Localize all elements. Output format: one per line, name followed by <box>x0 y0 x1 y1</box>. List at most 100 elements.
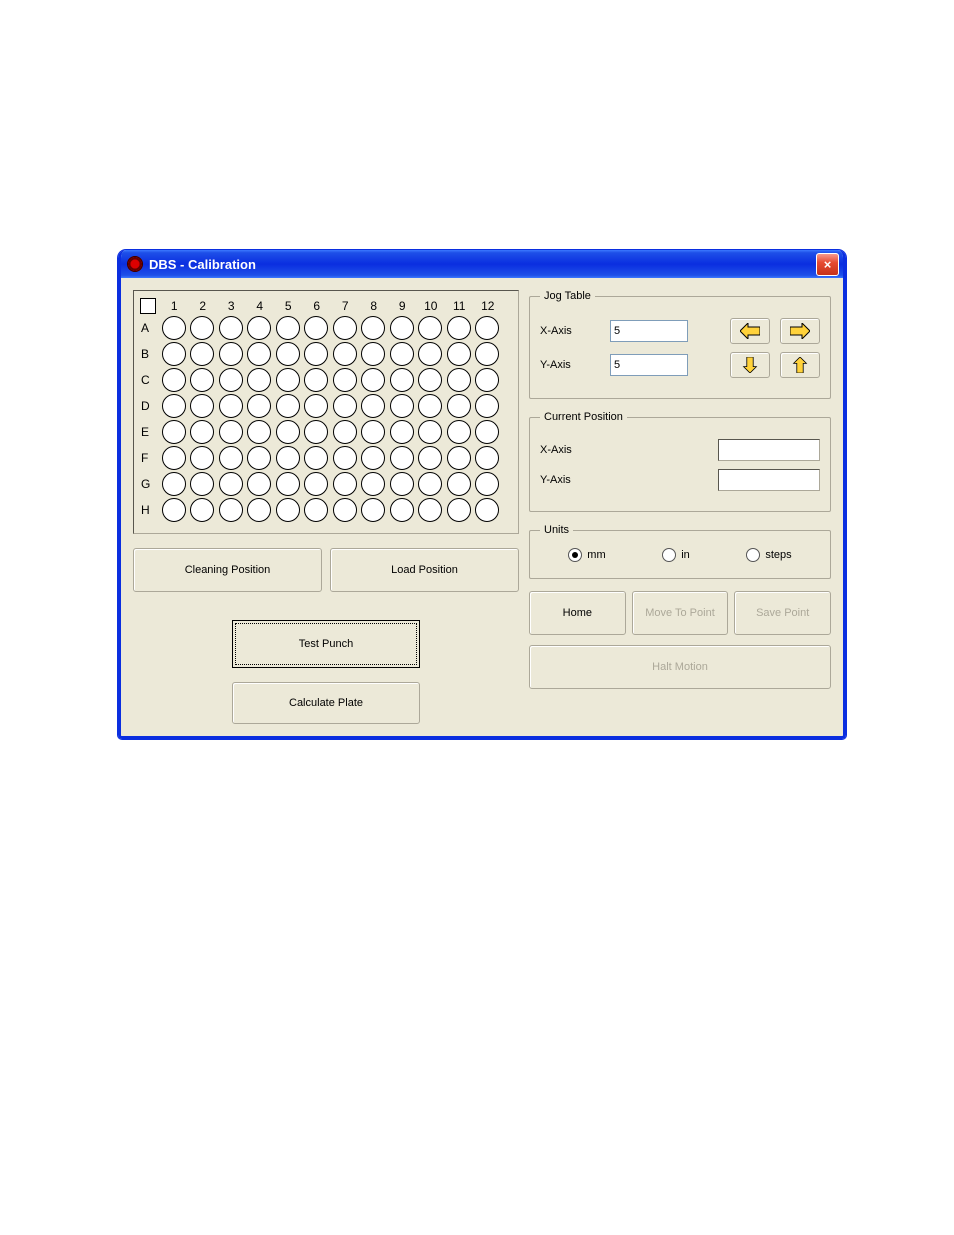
plate-well[interactable] <box>361 420 385 444</box>
load-position-button[interactable]: Load Position <box>330 548 519 592</box>
plate-well[interactable] <box>333 420 357 444</box>
jog-y-input[interactable] <box>610 354 688 376</box>
plate-well[interactable] <box>162 342 186 366</box>
plate-well[interactable] <box>304 342 328 366</box>
plate-well[interactable] <box>475 446 499 470</box>
plate-well[interactable] <box>418 368 442 392</box>
plate-well[interactable] <box>361 342 385 366</box>
plate-well[interactable] <box>190 342 214 366</box>
plate-well[interactable] <box>361 472 385 496</box>
plate-well[interactable] <box>190 420 214 444</box>
plate-well[interactable] <box>390 446 414 470</box>
plate-well[interactable] <box>247 420 271 444</box>
plate-corner-box[interactable] <box>140 298 156 314</box>
plate-well[interactable] <box>447 316 471 340</box>
plate-well[interactable] <box>162 498 186 522</box>
plate-well[interactable] <box>190 394 214 418</box>
move-to-point-button[interactable]: Move To Point <box>632 591 729 635</box>
plate-well[interactable] <box>418 498 442 522</box>
calculate-plate-button[interactable]: Calculate Plate <box>232 682 420 724</box>
plate-well[interactable] <box>276 446 300 470</box>
plate-well[interactable] <box>162 368 186 392</box>
plate-well[interactable] <box>475 420 499 444</box>
plate-well[interactable] <box>447 394 471 418</box>
units-radio-in[interactable]: in <box>662 548 690 562</box>
plate-well[interactable] <box>333 342 357 366</box>
jog-down-icon[interactable] <box>730 352 770 378</box>
plate-well[interactable] <box>361 316 385 340</box>
plate-well[interactable] <box>475 316 499 340</box>
plate-well[interactable] <box>219 316 243 340</box>
plate-well[interactable] <box>219 368 243 392</box>
plate-well[interactable] <box>276 472 300 496</box>
plate-well[interactable] <box>361 394 385 418</box>
plate-well[interactable] <box>190 472 214 496</box>
plate-well[interactable] <box>333 472 357 496</box>
plate-well[interactable] <box>447 342 471 366</box>
plate-well[interactable] <box>361 446 385 470</box>
jog-right-icon[interactable] <box>780 318 820 344</box>
halt-motion-button[interactable]: Halt Motion <box>529 645 831 689</box>
plate-well[interactable] <box>475 472 499 496</box>
plate-well[interactable] <box>390 472 414 496</box>
plate-well[interactable] <box>333 446 357 470</box>
plate-well[interactable] <box>475 368 499 392</box>
plate-well[interactable] <box>247 498 271 522</box>
plate-well[interactable] <box>418 420 442 444</box>
plate-well[interactable] <box>475 498 499 522</box>
plate-well[interactable] <box>219 420 243 444</box>
plate-well[interactable] <box>304 368 328 392</box>
plate-well[interactable] <box>276 498 300 522</box>
plate-well[interactable] <box>276 342 300 366</box>
plate-well[interactable] <box>247 472 271 496</box>
plate-well[interactable] <box>304 420 328 444</box>
jog-up-icon[interactable] <box>780 352 820 378</box>
plate-well[interactable] <box>361 368 385 392</box>
plate-well[interactable] <box>276 420 300 444</box>
close-icon[interactable]: × <box>816 253 839 276</box>
plate-well[interactable] <box>247 446 271 470</box>
plate-well[interactable] <box>190 498 214 522</box>
plate-well[interactable] <box>219 498 243 522</box>
plate-well[interactable] <box>247 316 271 340</box>
plate-well[interactable] <box>219 342 243 366</box>
plate-well[interactable] <box>219 472 243 496</box>
plate-well[interactable] <box>190 368 214 392</box>
plate-well[interactable] <box>219 394 243 418</box>
plate-well[interactable] <box>219 446 243 470</box>
plate-well[interactable] <box>247 368 271 392</box>
plate-well[interactable] <box>475 342 499 366</box>
plate-well[interactable] <box>418 316 442 340</box>
plate-well[interactable] <box>276 368 300 392</box>
plate-well[interactable] <box>447 368 471 392</box>
units-radio-mm[interactable]: mm <box>568 548 605 562</box>
cleaning-position-button[interactable]: Cleaning Position <box>133 548 322 592</box>
plate-well[interactable] <box>418 394 442 418</box>
save-point-button[interactable]: Save Point <box>734 591 831 635</box>
plate-well[interactable] <box>247 342 271 366</box>
test-punch-button[interactable]: Test Punch <box>235 623 417 665</box>
plate-well[interactable] <box>361 498 385 522</box>
plate-well[interactable] <box>304 472 328 496</box>
plate-well[interactable] <box>418 342 442 366</box>
plate-well[interactable] <box>162 316 186 340</box>
plate-well[interactable] <box>418 472 442 496</box>
plate-well[interactable] <box>418 446 442 470</box>
plate-well[interactable] <box>162 420 186 444</box>
plate-well[interactable] <box>304 498 328 522</box>
plate-well[interactable] <box>247 394 271 418</box>
plate-well[interactable] <box>390 316 414 340</box>
plate-well[interactable] <box>390 342 414 366</box>
plate-well[interactable] <box>447 446 471 470</box>
plate-well[interactable] <box>190 316 214 340</box>
plate-well[interactable] <box>390 498 414 522</box>
plate-well[interactable] <box>390 420 414 444</box>
plate-well[interactable] <box>162 394 186 418</box>
plate-well[interactable] <box>333 394 357 418</box>
plate-well[interactable] <box>304 316 328 340</box>
plate-well[interactable] <box>447 420 471 444</box>
plate-well[interactable] <box>390 394 414 418</box>
plate-well[interactable] <box>333 316 357 340</box>
home-button[interactable]: Home <box>529 591 626 635</box>
plate-well[interactable] <box>190 446 214 470</box>
